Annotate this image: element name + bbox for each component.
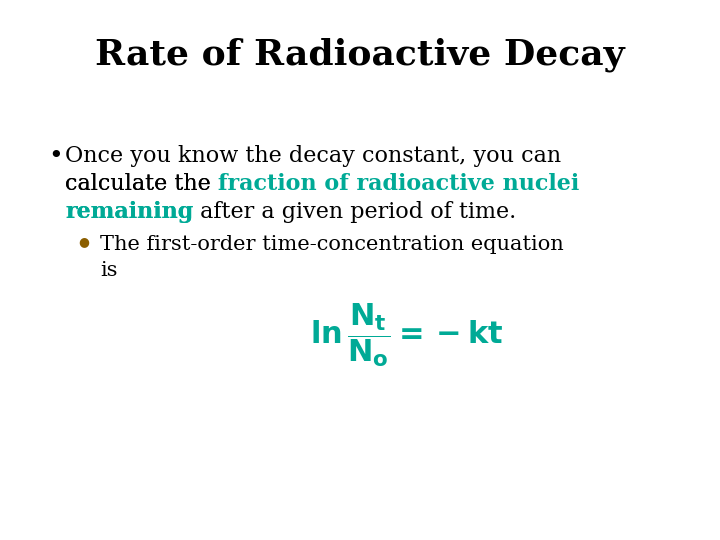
Text: calculate the: calculate the bbox=[65, 173, 218, 195]
Text: calculate the: calculate the bbox=[65, 173, 218, 195]
Text: ●: ● bbox=[78, 235, 89, 248]
Text: Once you know the decay constant, you can: Once you know the decay constant, you ca… bbox=[65, 145, 561, 167]
Text: Rate of Radioactive Decay: Rate of Radioactive Decay bbox=[95, 38, 625, 72]
Text: The first-order time-concentration equation: The first-order time-concentration equat… bbox=[100, 235, 564, 254]
Text: after a given period of time.: after a given period of time. bbox=[193, 201, 516, 223]
Text: fraction of radioactive nuclei: fraction of radioactive nuclei bbox=[218, 173, 579, 195]
Text: is: is bbox=[100, 261, 117, 280]
Text: remaining: remaining bbox=[65, 201, 193, 223]
Text: $\mathbf{ln\,\dfrac{N_t}{N_o} = -kt}$: $\mathbf{ln\,\dfrac{N_t}{N_o} = -kt}$ bbox=[310, 301, 503, 369]
Text: •: • bbox=[48, 145, 63, 168]
Text: remaining: remaining bbox=[65, 201, 193, 223]
